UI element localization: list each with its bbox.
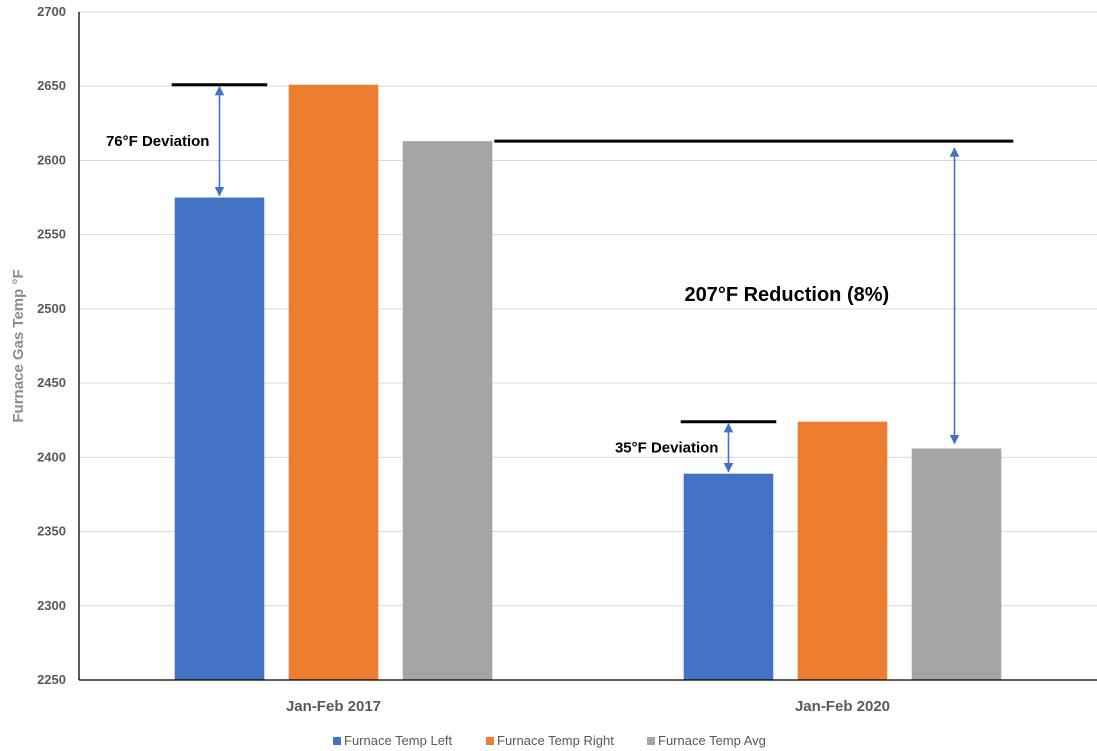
- legend-swatch: [486, 737, 494, 745]
- bar: [684, 474, 774, 680]
- annotation-label: 76°F Deviation: [106, 133, 210, 150]
- y-tick-label: 2400: [37, 449, 66, 464]
- annotation-label: 207°F Reduction (8%): [684, 284, 889, 306]
- y-tick-label: 2600: [37, 152, 66, 167]
- bar: [175, 198, 265, 680]
- y-tick-label: 2550: [37, 227, 66, 242]
- bars: [175, 85, 1002, 680]
- legend: Furnace Temp Left Furnace Temp Right Furna…: [333, 733, 766, 748]
- y-tick-label: 2650: [37, 78, 66, 93]
- bar: [289, 85, 379, 680]
- bar: [403, 141, 493, 680]
- y-tick-label: 2350: [37, 524, 66, 539]
- legend-entry: Furnace Temp Avg: [647, 733, 766, 748]
- y-tick-label: 2300: [37, 598, 66, 613]
- legend-label: Furnace Temp Right: [497, 733, 614, 748]
- y-axis-label: Furnace Gas Temp °F: [10, 269, 27, 422]
- x-category-label: Jan-Feb 2020: [795, 698, 890, 715]
- legend-entry: Furnace Temp Right: [486, 733, 614, 748]
- y-tick-label: 2700: [37, 4, 66, 19]
- bar: [798, 422, 888, 680]
- legend-swatch: [647, 737, 655, 745]
- y-axis-tick-labels: 2250 2300 2350 2400 2450 2500 2550 2600 2650 2700: [37, 4, 66, 687]
- y-tick-label: 2500: [37, 301, 66, 316]
- bar: [912, 448, 1002, 680]
- y-tick-label: 2450: [37, 375, 66, 390]
- x-axis-category-labels: Jan-Feb 2017 Jan-Feb 2020: [286, 698, 890, 715]
- legend-swatch: [333, 737, 341, 745]
- annotation-label: 35°F Deviation: [615, 440, 719, 457]
- legend-entry: Furnace Temp Left: [333, 733, 453, 748]
- legend-label: Furnace Temp Left: [344, 733, 453, 748]
- x-category-label: Jan-Feb 2017: [286, 698, 381, 715]
- legend-label: Furnace Temp Avg: [658, 733, 766, 748]
- y-tick-label: 2250: [37, 672, 66, 687]
